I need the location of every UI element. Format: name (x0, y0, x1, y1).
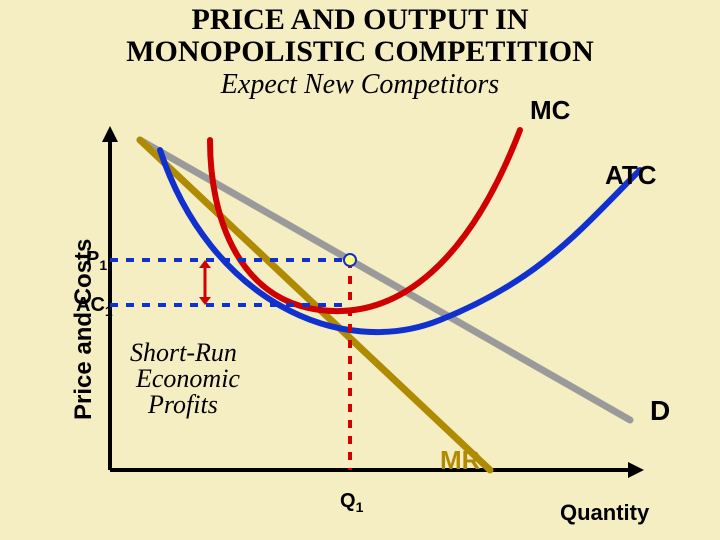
atc-label: ATC (605, 160, 657, 191)
mc-label: MC (530, 95, 570, 126)
ac1-label: AC1 (76, 294, 113, 319)
chart-svg (0, 0, 720, 540)
chart-canvas: PRICE AND OUTPUT IN MONOPOLISTIC COMPETI… (0, 0, 720, 540)
profit-annotation: Short-Run Economic Profits (130, 340, 240, 418)
mr-label: MR (440, 445, 480, 476)
p1-label: P1 (86, 248, 107, 273)
d-label: D (650, 395, 670, 427)
q1-label: Q1 (340, 490, 363, 515)
x-axis-label: Quantity (560, 500, 649, 526)
